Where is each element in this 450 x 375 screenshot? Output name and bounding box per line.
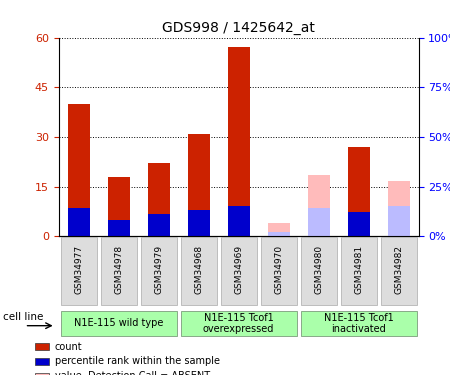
Text: GSM34979: GSM34979 <box>154 245 163 294</box>
Bar <box>267 232 289 236</box>
Bar <box>307 209 329 236</box>
Text: N1E-115 Tcof1
overexpressed: N1E-115 Tcof1 overexpressed <box>203 313 274 334</box>
FancyBboxPatch shape <box>301 310 417 336</box>
Bar <box>347 212 369 236</box>
Text: GSM34982: GSM34982 <box>394 245 403 294</box>
Bar <box>228 48 249 236</box>
Bar <box>108 177 130 236</box>
Bar <box>387 181 410 236</box>
Bar <box>188 134 210 236</box>
Title: GDS998 / 1425642_at: GDS998 / 1425642_at <box>162 21 315 35</box>
Bar <box>188 210 210 236</box>
Text: GSM34978: GSM34978 <box>114 245 123 294</box>
Text: GSM34969: GSM34969 <box>234 245 243 294</box>
Text: GSM34980: GSM34980 <box>314 245 323 294</box>
Bar <box>35 373 50 375</box>
Text: GSM34968: GSM34968 <box>194 245 203 294</box>
FancyBboxPatch shape <box>60 310 176 336</box>
Bar <box>307 175 329 236</box>
Bar <box>228 206 249 236</box>
FancyBboxPatch shape <box>180 237 216 305</box>
Text: N1E-115 wild type: N1E-115 wild type <box>74 318 163 328</box>
Bar <box>267 224 289 236</box>
FancyBboxPatch shape <box>341 237 377 305</box>
FancyBboxPatch shape <box>381 237 417 305</box>
Bar <box>35 343 50 350</box>
Text: cell line: cell line <box>3 312 43 322</box>
FancyBboxPatch shape <box>180 310 297 336</box>
Bar <box>148 214 170 236</box>
Text: GSM34981: GSM34981 <box>354 245 363 294</box>
Text: count: count <box>55 342 82 351</box>
FancyBboxPatch shape <box>220 237 256 305</box>
Bar <box>387 206 410 236</box>
Bar <box>68 209 90 236</box>
FancyBboxPatch shape <box>60 237 96 305</box>
Bar <box>68 104 90 236</box>
FancyBboxPatch shape <box>261 237 297 305</box>
FancyBboxPatch shape <box>100 237 136 305</box>
Text: value, Detection Call = ABSENT: value, Detection Call = ABSENT <box>55 371 210 375</box>
Text: percentile rank within the sample: percentile rank within the sample <box>55 357 220 366</box>
Text: GSM34970: GSM34970 <box>274 245 283 294</box>
FancyBboxPatch shape <box>301 237 337 305</box>
Bar <box>108 220 130 236</box>
Text: GSM34977: GSM34977 <box>74 245 83 294</box>
Bar <box>347 147 369 236</box>
Bar <box>35 358 50 364</box>
Bar <box>148 164 170 236</box>
FancyBboxPatch shape <box>140 237 176 305</box>
Text: N1E-115 Tcof1
inactivated: N1E-115 Tcof1 inactivated <box>324 313 393 334</box>
